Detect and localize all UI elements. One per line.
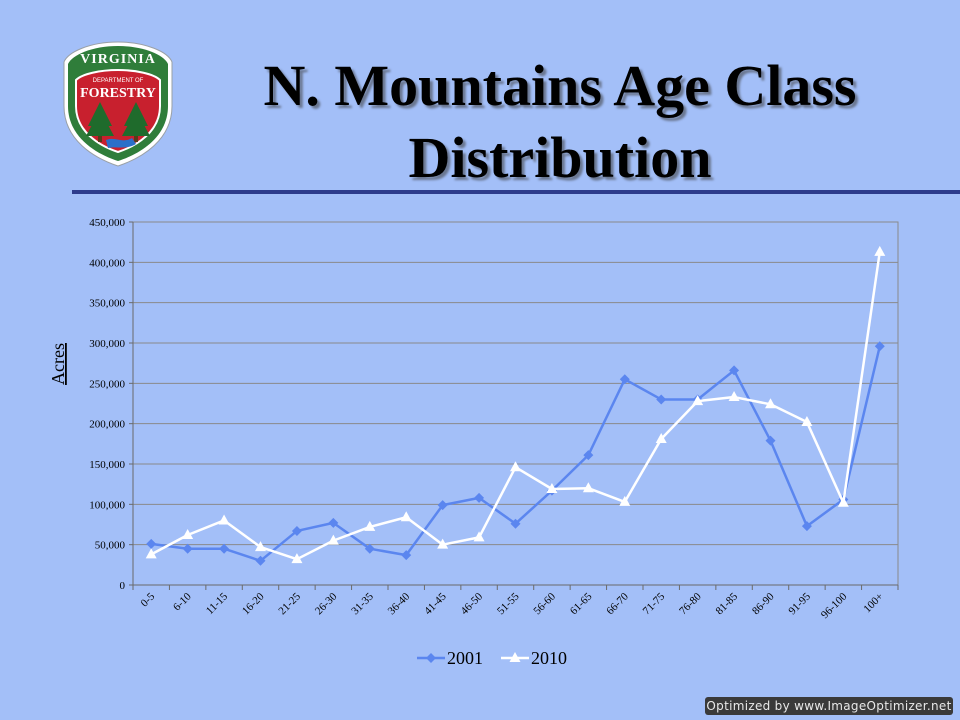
data-point-2001 [583,450,594,461]
data-point-2001 [219,543,230,554]
x-tick-label: 100+ [861,591,886,616]
data-point-2001 [401,550,412,561]
logo-dept-text: DEPARTMENT OF [93,78,144,84]
data-point-2010 [364,520,376,531]
x-tick-labels: 0-5 6-10 11-15 16-20 21-25 26-30 31-35 36-40 41-… [138,590,885,621]
data-point-2001 [801,521,812,532]
y-axis-title: Acres [48,343,68,385]
data-point-2001 [255,555,266,566]
virginia-forestry-logo: VIRGINIA DEPARTMENT OF FORESTRY [63,41,173,167]
y-tick-label: 300,000 [89,338,125,350]
y-tick-label: 450,000 [89,217,125,229]
title-underline [72,190,960,194]
x-tick-label: 81-85 [714,590,741,617]
data-point-2010 [837,496,849,507]
x-tick-label: 21-25 [276,590,303,617]
x-tick-label: 76-80 [677,590,704,617]
data-point-2010 [182,528,194,539]
x-tick-label: 31-35 [349,590,376,617]
data-point-2010 [582,482,594,493]
x-tick-label: 0-5 [138,590,157,609]
x-tick-label: 86-90 [750,590,777,617]
data-point-2010 [145,548,157,559]
axes [129,221,899,590]
data-point-2001 [656,394,667,405]
y-tick-label: 400,000 [89,257,125,269]
data-point-2010 [255,541,266,552]
data-point-2001 [291,525,302,536]
x-tick-label: 41-45 [422,590,449,617]
data-point-2010 [473,531,485,542]
data-point-2001 [874,341,885,352]
legend-label: 2001 [447,648,483,668]
data-point-2010 [655,432,667,443]
data-point-2010 [874,245,886,256]
x-tick-label: 6-10 [171,590,194,613]
legend-item-2010: 2010 [501,648,567,668]
data-point-2010 [218,514,230,525]
data-point-2001 [619,374,630,385]
x-tick-label: 96-100 [819,590,850,621]
series-2010 [145,245,886,564]
data-point-2010 [619,495,631,506]
data-point-2010 [692,395,704,406]
x-tick-label: 46-50 [459,590,486,617]
series-2001 [146,341,885,566]
legend-marker [509,652,521,662]
data-point-2001 [437,500,448,511]
logo-top-text: VIRGINIA [80,52,156,67]
x-tick-label: 91-95 [786,590,813,617]
watermark: Optimized by www.ImageOptimizer.net [705,697,953,715]
x-tick-label: 56-60 [531,590,558,617]
legend-label: 2010 [531,648,567,668]
logo-forestry-text: FORESTRY [80,86,156,101]
data-point-2001 [765,435,776,446]
x-tick-label: 16-20 [240,590,267,617]
x-tick-label: 36-40 [386,590,413,617]
y-tick-label: 250,000 [89,378,125,390]
tree-icon [86,102,150,142]
water-icon [106,138,136,148]
legend-marker [426,653,436,663]
series [145,245,886,566]
y-tick-label: 150,000 [89,459,125,471]
data-point-2010 [510,461,521,472]
data-point-2010 [546,483,558,494]
y-tick-label: 350,000 [89,298,125,310]
data-point-2001 [146,538,157,549]
y-tick-label: 100,000 [89,499,125,511]
x-tick-label: 61-65 [568,590,595,617]
data-point-2010 [291,553,303,564]
x-tick-label: 71-75 [641,590,668,617]
data-point-2001 [182,543,193,554]
slide-title-line-2: Distribution [408,125,712,190]
y-tick-label: 200,000 [89,419,125,431]
data-point-2001 [474,492,485,503]
data-point-2001 [510,518,521,529]
data-point-2010 [400,511,412,522]
data-point-2001 [328,517,339,528]
grid-lines [132,221,899,586]
x-tick-label: 26-30 [313,590,340,617]
legend-item-2001: 2001 [417,648,483,668]
data-point-2010 [801,416,813,427]
data-point-2010 [765,398,776,409]
data-point-2001 [364,543,375,554]
plot-area [132,221,899,586]
y-tick-labels: 0 50,000 100,000 150,000 200,000 250,000 300,0… [89,217,125,592]
data-point-2010 [437,538,449,549]
data-point-2010 [327,534,339,545]
x-tick-label: 11-15 [204,590,231,617]
legend: 2001 2010 [417,648,567,668]
y-tick-label: 0 [120,580,126,592]
slide-title: N. Mountains Age Class Distribution [190,50,930,194]
x-tick-label: 51-55 [495,590,522,617]
x-tick-label: 66-70 [604,590,631,617]
y-tick-label: 50,000 [95,540,126,552]
data-point-2001 [729,365,740,376]
slide-title-line-1: N. Mountains Age Class [263,53,857,118]
data-point-2010 [728,391,740,402]
